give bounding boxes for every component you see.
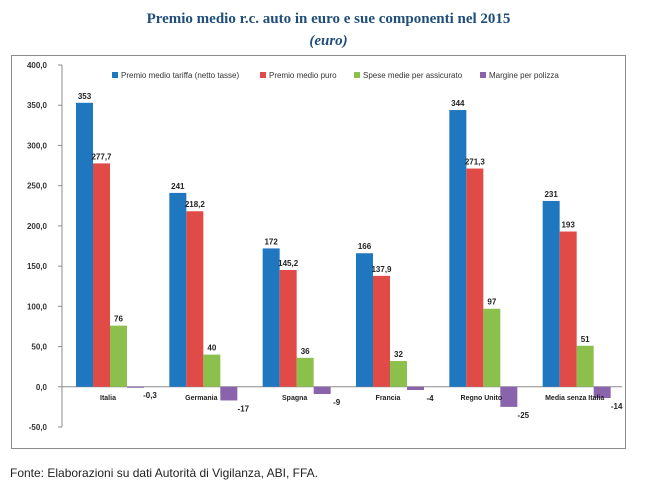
x-tick-label: Francia xyxy=(376,395,401,402)
bar xyxy=(500,386,518,407)
x-tick-label: Regno Unito xyxy=(461,395,503,402)
data-label: -0,3 xyxy=(143,391,157,400)
chart-area: -50,0 0,0 50,0 100,0 150,0 200,0 250,0 300,0 350… xyxy=(11,55,626,449)
data-label: 51 xyxy=(581,335,590,344)
x-tick-label: Italia xyxy=(100,395,116,402)
data-label: 193 xyxy=(561,221,575,230)
data-label: 218,2 xyxy=(185,200,206,209)
x-tick-label: Spagna xyxy=(282,395,307,402)
bar xyxy=(203,354,221,387)
bar xyxy=(373,275,390,387)
legend-swatch xyxy=(112,72,118,78)
y-tick-label: 300,0 xyxy=(27,141,48,150)
data-label: 145,2 xyxy=(278,259,299,268)
bar xyxy=(483,308,501,387)
legend-swatch xyxy=(480,72,486,78)
bar xyxy=(466,168,484,387)
data-label: 97 xyxy=(487,298,496,307)
legend-swatch xyxy=(354,72,360,78)
y-tick-label: 350,0 xyxy=(27,101,48,110)
bar xyxy=(169,192,187,387)
data-label: -17 xyxy=(238,404,250,413)
data-label: 166 xyxy=(358,242,372,251)
bar-chart: -50,0 0,0 50,0 100,0 150,0 200,0 250,0 300,0 350… xyxy=(27,61,623,432)
data-label: -4 xyxy=(426,394,434,403)
y-tick-label: 400,0 xyxy=(27,61,48,70)
bar xyxy=(407,386,424,390)
data-label: 172 xyxy=(264,237,278,246)
legend-label: Margine per polizza xyxy=(489,71,559,80)
bar xyxy=(559,231,577,387)
data-label: 32 xyxy=(394,350,403,359)
data-label: 40 xyxy=(207,344,216,353)
bar xyxy=(449,110,467,387)
bar xyxy=(220,386,238,401)
bar xyxy=(576,345,594,387)
y-tick-label: -50,0 xyxy=(29,423,48,432)
data-label: 36 xyxy=(301,347,310,356)
data-label: 76 xyxy=(114,315,123,324)
data-label: 241 xyxy=(171,182,185,191)
data-label: 137,9 xyxy=(371,265,392,274)
data-label: -9 xyxy=(333,398,341,407)
data-label: -25 xyxy=(518,411,530,420)
y-tick-label: 250,0 xyxy=(27,182,48,191)
x-tick-label: Germania xyxy=(185,395,217,402)
bar xyxy=(93,163,110,387)
bar xyxy=(127,386,144,388)
legend-label: Premio medio puro xyxy=(269,71,337,80)
bar xyxy=(313,386,331,395)
bar xyxy=(542,200,560,387)
bar xyxy=(262,248,280,387)
legend-swatch xyxy=(260,72,266,78)
chart-subtitle: (euro) xyxy=(309,33,348,49)
data-label: 271,3 xyxy=(465,158,486,167)
bar xyxy=(593,386,611,399)
y-tick-label: 50,0 xyxy=(31,343,47,352)
y-tick-label: 100,0 xyxy=(27,302,48,311)
data-label: 344 xyxy=(451,99,465,108)
data-label: 277,7 xyxy=(91,152,112,161)
legend-label: Spese medie per assicurato xyxy=(363,71,463,80)
bar xyxy=(76,102,93,387)
y-tick-label: 0,0 xyxy=(36,383,48,392)
bar xyxy=(356,253,373,387)
bar xyxy=(186,211,204,387)
data-label: 353 xyxy=(78,92,92,101)
x-tick-label: Media senza Italia xyxy=(545,395,604,402)
bar xyxy=(296,357,314,387)
y-tick-label: 200,0 xyxy=(27,222,48,231)
bar xyxy=(279,269,297,387)
y-tick-label: 150,0 xyxy=(27,262,48,271)
source-note: Fonte: Elaborazioni su dati Autorità di … xyxy=(10,466,318,480)
bar xyxy=(110,325,127,387)
data-label: 231 xyxy=(544,190,558,199)
chart-title: Premio medio r.c. auto in euro e sue com… xyxy=(146,11,511,27)
bar xyxy=(390,361,407,387)
legend-label: Premio medio tariffa (netto tasse) xyxy=(121,71,239,80)
data-label: -14 xyxy=(611,402,623,411)
